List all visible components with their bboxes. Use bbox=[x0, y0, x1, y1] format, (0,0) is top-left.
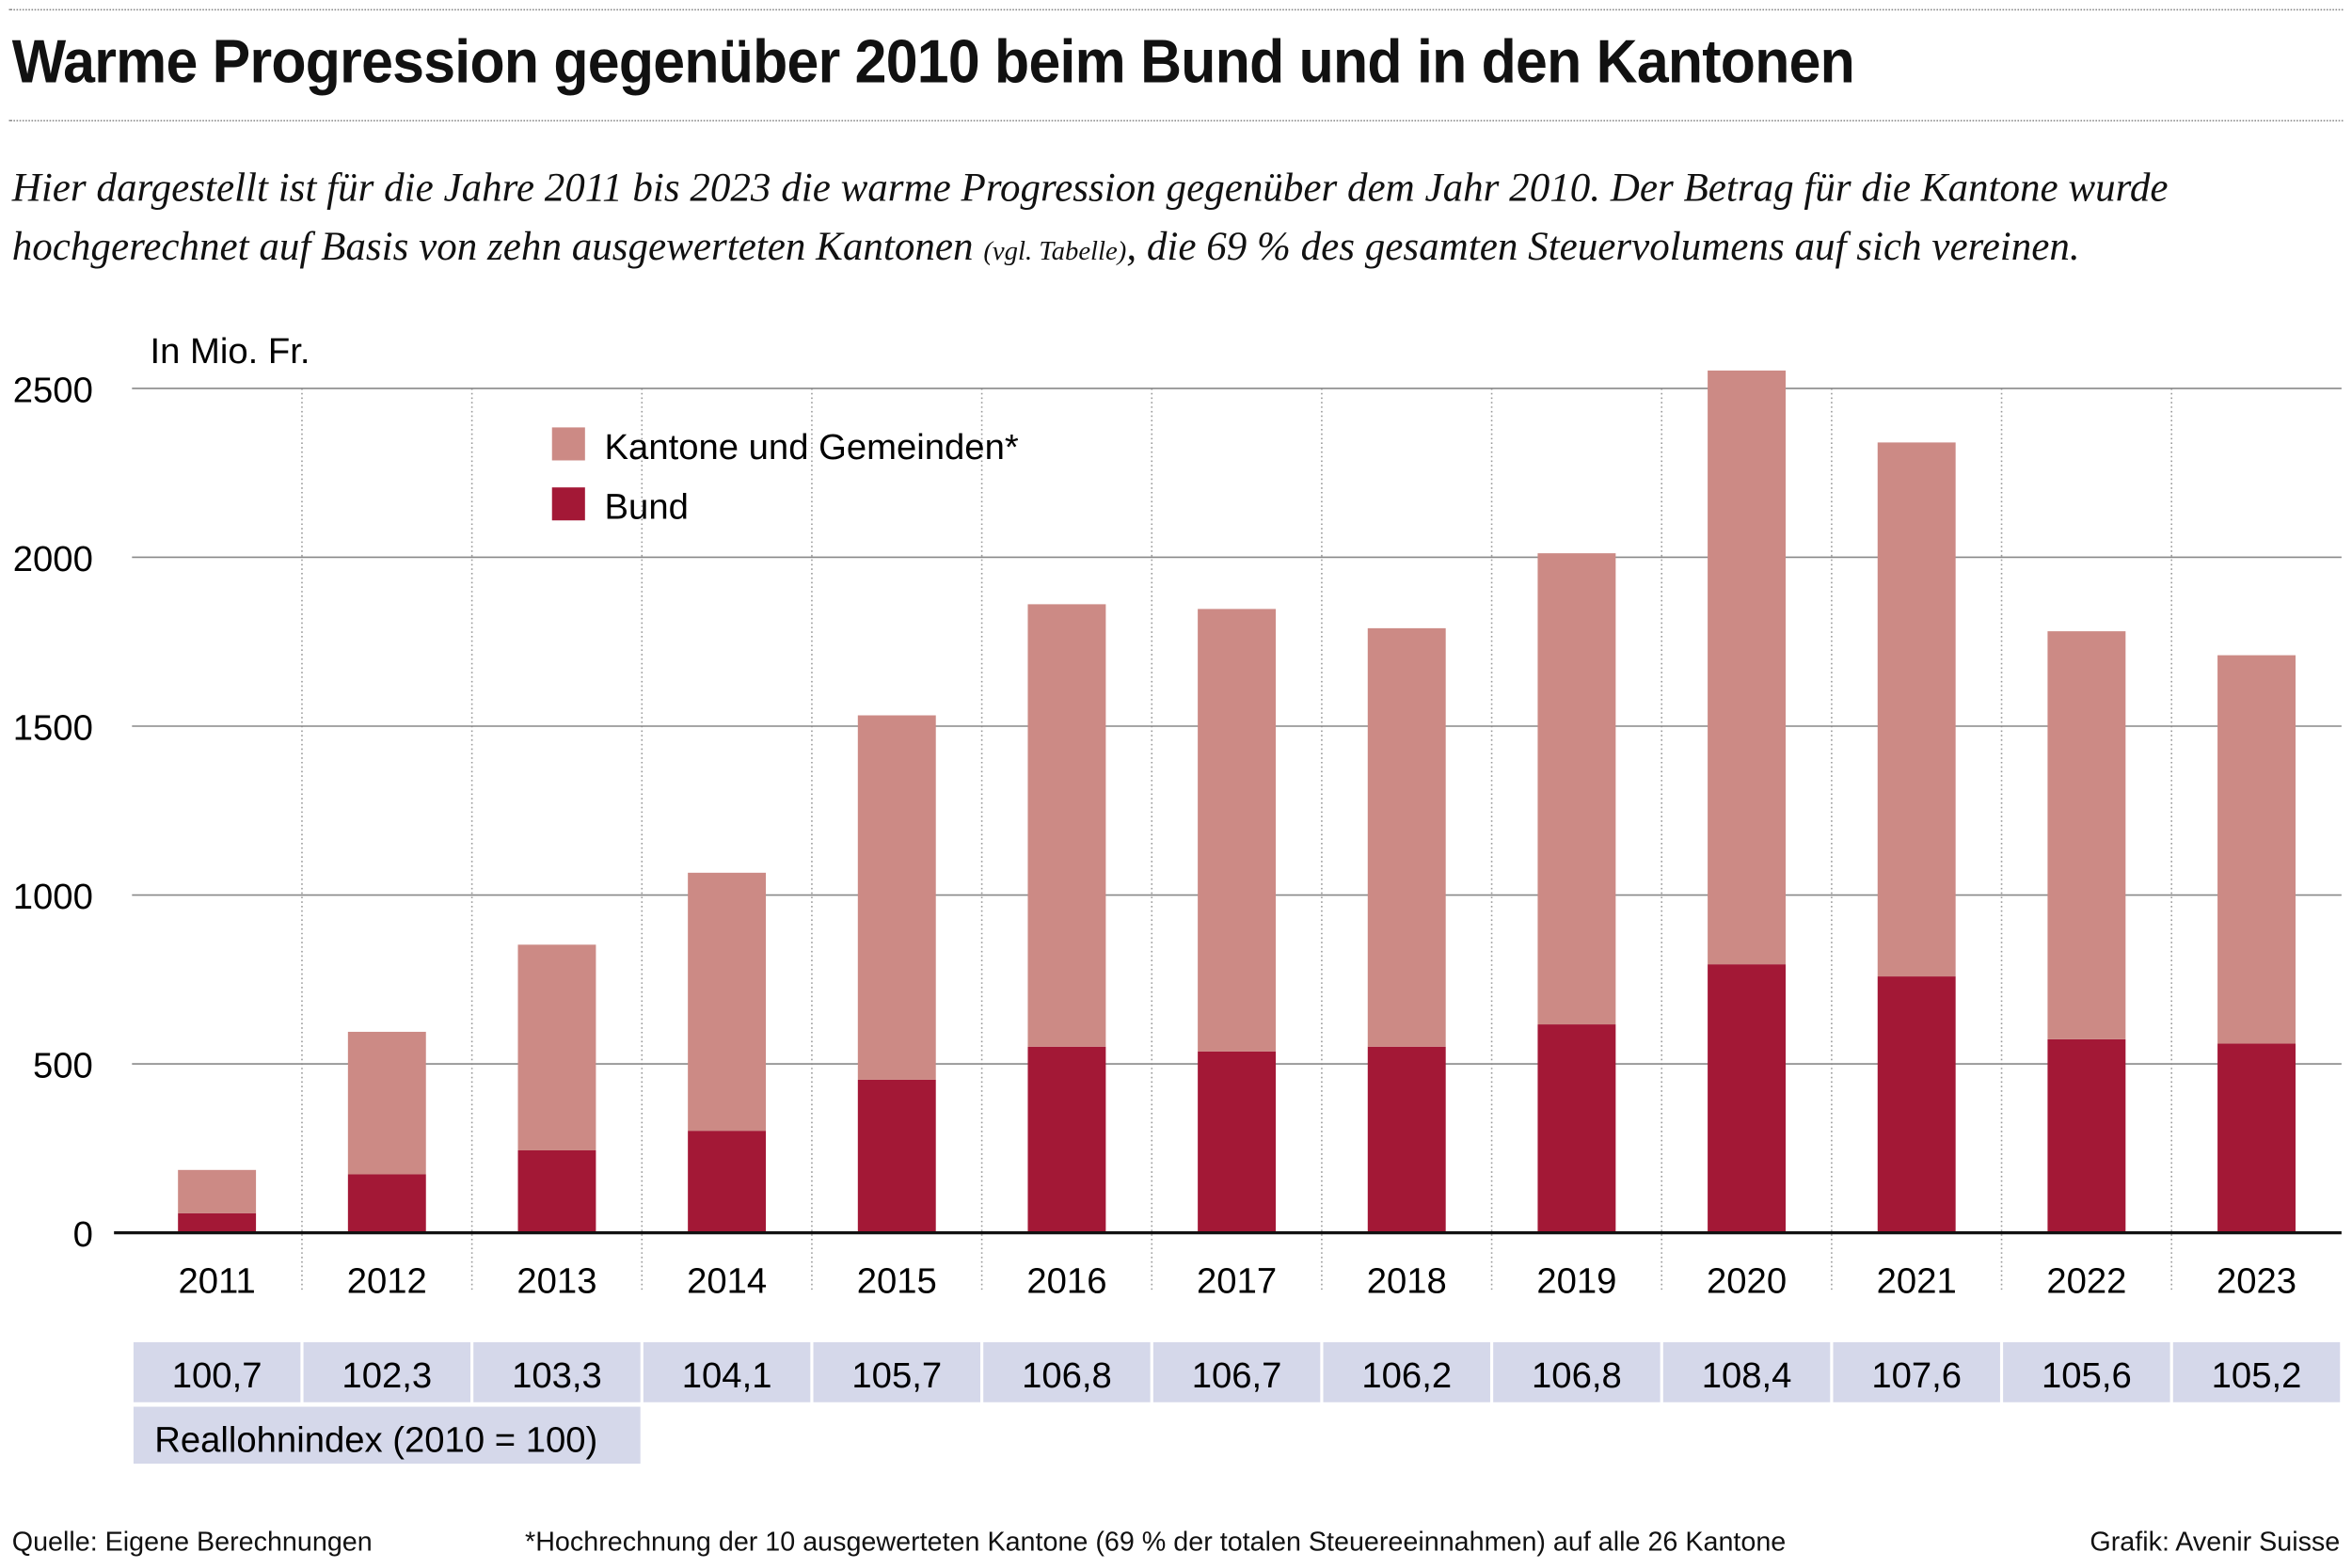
x-tick-label: 2013 bbox=[516, 1260, 596, 1301]
index-label-cell bbox=[133, 1406, 641, 1465]
index-cell bbox=[643, 1341, 811, 1402]
bar-kantone-2020 bbox=[1708, 370, 1787, 965]
subtitle-note: (vgl. Tabelle) bbox=[983, 235, 1127, 266]
y-tick-label: 0 bbox=[73, 1214, 93, 1255]
bar-bund-2014 bbox=[688, 1131, 767, 1233]
index-value: 104,1 bbox=[682, 1355, 772, 1396]
x-tick-label: 2016 bbox=[1026, 1260, 1106, 1301]
index-cell bbox=[1152, 1341, 1321, 1402]
bar-kantone-2015 bbox=[857, 715, 936, 1080]
y-tick-label: 500 bbox=[33, 1045, 93, 1085]
index-value: 105,2 bbox=[2212, 1355, 2302, 1396]
index-cell bbox=[303, 1341, 471, 1402]
legend-label: Kantone und Gemeinden* bbox=[605, 427, 1019, 467]
y-tick-label: 2500 bbox=[13, 370, 93, 410]
x-tick-label: 2017 bbox=[1197, 1260, 1277, 1301]
bar-kantone-2022 bbox=[2047, 631, 2126, 1039]
index-cell bbox=[1493, 1341, 1661, 1402]
bar-bund-2023 bbox=[2217, 1043, 2296, 1233]
bar-bund-2021 bbox=[1877, 976, 1956, 1233]
bar-kantone-2019 bbox=[1537, 553, 1616, 1025]
index-value: 106,7 bbox=[1192, 1355, 1282, 1396]
x-tick-label: 2015 bbox=[857, 1260, 937, 1301]
chart-subtitle: Hier dargestellt ist für die Jahre 2011 … bbox=[12, 159, 2352, 280]
bar-bund-2016 bbox=[1027, 1046, 1106, 1233]
legend-swatch bbox=[551, 487, 585, 521]
bar-kantone-2014 bbox=[688, 872, 767, 1132]
bar-bund-2015 bbox=[857, 1079, 936, 1233]
x-tick-label: 2014 bbox=[687, 1260, 767, 1301]
index-value: 106,2 bbox=[1361, 1355, 1452, 1396]
source: Quelle: Eigene Berechnungen bbox=[11, 1527, 373, 1557]
bar-bund-2019 bbox=[1537, 1024, 1616, 1233]
x-tick-label: 2020 bbox=[1707, 1260, 1787, 1301]
footnote: *Hochrechnung der 10 ausgewerteten Kanto… bbox=[525, 1527, 1787, 1557]
bar-kantone-2021 bbox=[1877, 442, 1956, 977]
bar-kantone-2018 bbox=[1367, 627, 1446, 1047]
index-cell bbox=[133, 1341, 301, 1402]
x-tick-label: 2023 bbox=[2217, 1260, 2296, 1301]
index-cell bbox=[983, 1341, 1151, 1402]
subtitle-text-end: , die 69 % des gesamten Steuervolumens a… bbox=[1126, 223, 2080, 269]
y-axis-label: In Mio. Fr. bbox=[150, 331, 310, 372]
index-cell bbox=[813, 1341, 981, 1402]
bar-kantone-2012 bbox=[347, 1031, 426, 1175]
bar-bund-2012 bbox=[347, 1174, 426, 1233]
divider bbox=[8, 8, 2344, 11]
bar-bund-2011 bbox=[178, 1212, 257, 1233]
y-tick-label: 1000 bbox=[13, 877, 93, 917]
y-tick-label: 2000 bbox=[13, 539, 93, 579]
bar-bund-2022 bbox=[2047, 1038, 2126, 1233]
y-tick-label: 1500 bbox=[13, 707, 93, 748]
x-tick-label: 2012 bbox=[347, 1260, 427, 1301]
index-value: 103,3 bbox=[512, 1355, 602, 1396]
index-value: 106,8 bbox=[1532, 1355, 1622, 1396]
bar-kantone-2016 bbox=[1027, 604, 1106, 1047]
index-cell bbox=[1662, 1341, 1831, 1402]
index-value: 106,8 bbox=[1022, 1355, 1112, 1396]
x-tick-label: 2021 bbox=[1877, 1260, 1957, 1301]
bar-kantone-2013 bbox=[517, 944, 596, 1150]
legend-swatch bbox=[551, 427, 585, 461]
index-cell bbox=[1833, 1341, 2000, 1402]
index-cell bbox=[2003, 1341, 2170, 1402]
index-label: Reallohnindex (2010 = 100) bbox=[154, 1419, 597, 1460]
x-tick-label: 2019 bbox=[1536, 1260, 1616, 1301]
index-cell bbox=[1323, 1341, 1490, 1402]
bar-bund-2017 bbox=[1198, 1051, 1277, 1233]
x-tick-label: 2011 bbox=[179, 1260, 256, 1301]
bar-bund-2020 bbox=[1708, 964, 1787, 1233]
legend-label: Bund bbox=[605, 487, 689, 528]
bar-kantone-2011 bbox=[178, 1169, 257, 1213]
x-tick-label: 2018 bbox=[1367, 1260, 1447, 1301]
index-value: 100,7 bbox=[172, 1355, 262, 1396]
bar-kantone-2017 bbox=[1198, 609, 1277, 1052]
bar-kantone-2023 bbox=[2217, 655, 2296, 1044]
index-cell bbox=[2172, 1341, 2341, 1402]
bar-bund-2018 bbox=[1367, 1046, 1446, 1233]
index-value: 105,7 bbox=[851, 1355, 942, 1396]
divider bbox=[8, 119, 2344, 122]
bar-bund-2013 bbox=[517, 1149, 596, 1233]
index-value: 105,6 bbox=[2042, 1355, 2132, 1396]
index-value: 102,3 bbox=[342, 1355, 432, 1396]
credit: Grafik: Avenir Suisse bbox=[2090, 1527, 2341, 1557]
index-value: 108,4 bbox=[1702, 1355, 1792, 1396]
index-value: 107,6 bbox=[1871, 1355, 1962, 1396]
chart-title: Warme Progression gegenüber 2010 beim Bu… bbox=[11, 26, 1855, 97]
index-cell bbox=[473, 1341, 641, 1402]
x-tick-label: 2022 bbox=[2046, 1260, 2126, 1301]
subtitle-text: Hier dargestellt ist für die Jahre 2011 … bbox=[11, 165, 2169, 269]
